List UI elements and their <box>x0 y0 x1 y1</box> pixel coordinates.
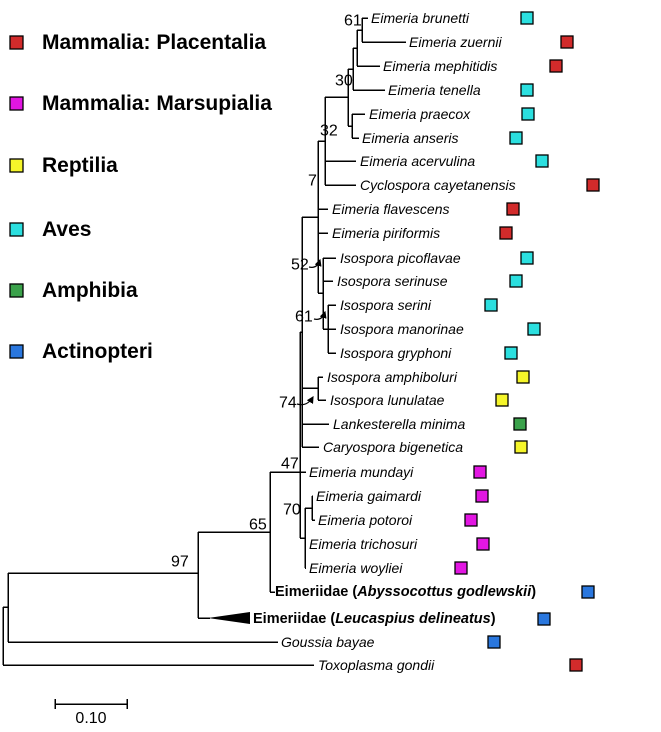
taxon-label: Eimeria potoroi <box>318 512 413 528</box>
legend-label-placentalia: Mammalia: Placentalia <box>42 31 266 54</box>
actinopteri-color-swatch-icon <box>9 344 24 359</box>
taxon-label: Toxoplasma gondii <box>318 657 435 673</box>
taxon-label: Eimeria flavescens <box>332 201 450 217</box>
legend-item-amphibia: Amphibia <box>9 279 138 302</box>
taxon-label: Cyclospora cayetanensis <box>360 177 516 193</box>
host-class-marker <box>487 635 501 649</box>
host-class-marker <box>495 393 509 407</box>
host-class-marker <box>513 417 527 431</box>
legend-item-marsupialia: Mammalia: Marsupialia <box>9 92 272 115</box>
host-class-marker <box>520 251 534 265</box>
taxon-label: Eimeria gaimardi <box>316 488 422 504</box>
host-class-marker <box>504 346 518 360</box>
host-class-marker <box>581 585 595 599</box>
taxon-label: Caryospora bigenetica <box>323 439 463 455</box>
taxon-label: Eimeriidae (Abyssocottus godlewskii) <box>275 584 536 600</box>
bootstrap-value: 70 <box>283 502 301 519</box>
legend-label-aves: Aves <box>42 218 91 241</box>
host-class-marker <box>476 537 490 551</box>
host-class-marker <box>516 370 530 384</box>
taxon-labels: Eimeria brunetti Eimeria zuernii Eimeria m… <box>253 10 536 673</box>
taxon-label: Eimeriidae (Leucaspius delineatus) <box>253 611 496 627</box>
host-class-marker <box>499 226 513 240</box>
scale-bar: 0.10 <box>54 699 128 727</box>
collapsed-clade-triangle <box>208 612 250 624</box>
host-class-marker <box>535 154 549 168</box>
taxon-label: Eimeria anseris <box>362 130 458 146</box>
host-class-marker <box>520 11 534 25</box>
taxon-label: Eimeria mundayi <box>309 464 414 480</box>
bootstrap-value: 7 <box>308 173 317 190</box>
bootstrap-value: 97 <box>171 554 189 571</box>
bootstrap-value: 32 <box>320 123 338 140</box>
bootstrap-value: 47 <box>281 456 299 473</box>
bootstrap-value: 52 <box>291 257 309 274</box>
taxon-label: Isospora manorinae <box>340 321 464 337</box>
bootstrap-value: 61 <box>295 309 313 326</box>
taxon-label: Eimeria mephitidis <box>383 58 497 74</box>
reptilia-color-swatch-icon <box>9 158 24 173</box>
taxon-label: Eimeria tenella <box>388 82 481 98</box>
host-class-marker <box>484 298 498 312</box>
host-class-marker <box>549 59 563 73</box>
host-class-marker <box>521 107 535 121</box>
taxon-label: Isospora picoflavae <box>340 250 461 266</box>
taxon-label: Isospora serini <box>340 297 432 313</box>
host-class-marker <box>454 561 468 575</box>
aves-color-swatch-icon <box>9 222 24 237</box>
host-class-marker <box>475 489 489 503</box>
taxon-label: Isospora gryphoni <box>340 345 452 361</box>
legend-label-amphibia: Amphibia <box>42 279 138 302</box>
host-class-marker <box>560 35 574 49</box>
legend: Mammalia: Placentalia Mammalia: Marsupia… <box>9 31 272 363</box>
bootstrap-value: 65 <box>249 517 267 534</box>
legend-item-placentalia: Mammalia: Placentalia <box>9 31 266 54</box>
label-pointer-arrow <box>308 258 322 268</box>
taxon-label: Isospora serinuse <box>337 273 448 289</box>
taxon-label: Eimeria brunetti <box>371 10 470 26</box>
taxon-label: Eimeria acervulina <box>360 153 475 169</box>
label-pointer-arrow <box>296 395 314 406</box>
host-class-marker <box>464 513 478 527</box>
host-class-marker <box>586 178 600 192</box>
host-class-markers <box>454 11 600 672</box>
host-class-marker <box>506 202 520 216</box>
bootstrap-labels: 61 30 32 7 52 61 74 47 70 65 97 <box>171 13 362 571</box>
taxon-label: Eimeria woyliei <box>309 560 403 576</box>
taxon-label: Eimeria zuernii <box>409 34 502 50</box>
taxon-label: Eimeria praecox <box>369 106 471 122</box>
marsupialia-color-swatch-icon <box>9 96 24 111</box>
legend-item-actinopteri: Actinopteri <box>9 340 153 363</box>
legend-item-aves: Aves <box>9 218 91 241</box>
tree-branches <box>2 17 406 666</box>
host-class-marker <box>569 658 583 672</box>
scale-bar-label: 0.10 <box>75 710 106 727</box>
bootstrap-value: 74 <box>279 395 297 412</box>
host-class-marker <box>509 274 523 288</box>
bootstrap-value: 61 <box>344 13 362 30</box>
host-class-marker <box>520 83 534 97</box>
taxon-label: Isospora lunulatae <box>330 392 445 408</box>
host-class-marker <box>473 465 487 479</box>
taxon-label: Isospora amphiboluri <box>327 369 458 385</box>
taxon-label: Eimeria piriformis <box>332 225 440 241</box>
taxon-label: Lankesterella minima <box>333 416 465 432</box>
host-class-marker <box>527 322 541 336</box>
legend-label-actinopteri: Actinopteri <box>42 340 153 363</box>
label-pointer-arrow <box>313 310 327 320</box>
legend-item-reptilia: Reptilia <box>9 154 118 177</box>
legend-label-reptilia: Reptilia <box>42 154 118 177</box>
host-class-marker <box>509 131 523 145</box>
host-class-marker <box>514 440 528 454</box>
amphibia-color-swatch-icon <box>9 283 24 298</box>
taxon-label: Eimeria trichosuri <box>309 536 418 552</box>
bootstrap-value: 30 <box>335 73 353 90</box>
host-class-marker <box>537 612 551 626</box>
legend-label-marsupialia: Mammalia: Marsupialia <box>42 92 272 115</box>
taxon-label: Goussia bayae <box>281 634 375 650</box>
placentalia-color-swatch-icon <box>9 35 24 50</box>
